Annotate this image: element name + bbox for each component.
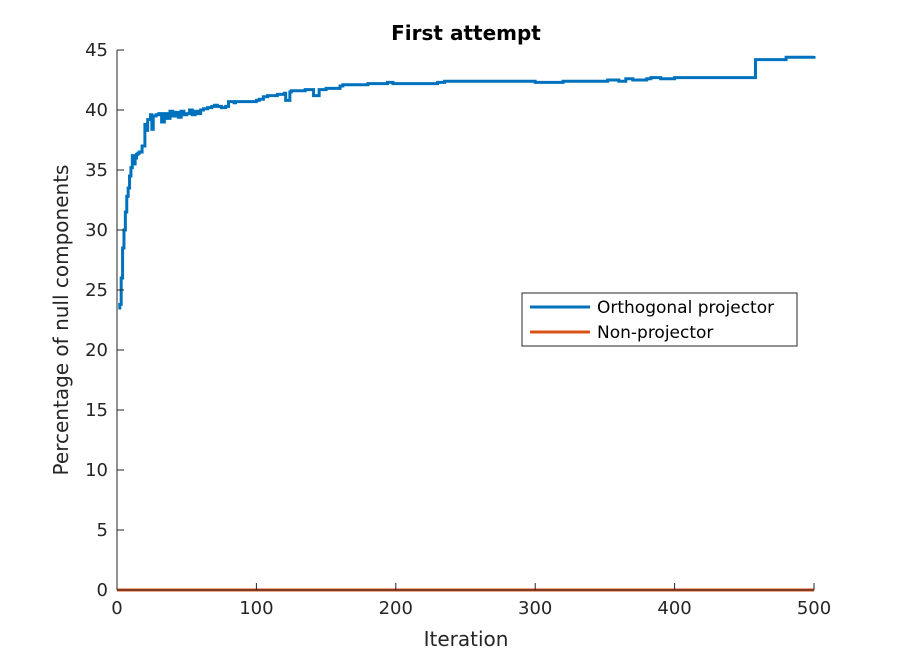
x-tick-label: 0 <box>111 598 122 619</box>
y-tick-label: 15 <box>85 400 108 421</box>
x-tick-label: 100 <box>239 598 273 619</box>
y-tick-label: 45 <box>85 40 108 61</box>
legend-label-non-projector: Non-projector <box>597 323 713 343</box>
series-line-orthogonal-projector <box>118 55 816 310</box>
y-tick-label: 30 <box>85 220 108 241</box>
x-tick-label: 400 <box>657 598 691 619</box>
x-axis-label: Iteration <box>424 627 509 651</box>
legend: Orthogonal projector Non-projector <box>521 292 798 347</box>
y-tick-label: 25 <box>85 280 108 301</box>
x-tick-label: 500 <box>797 598 831 619</box>
chart-title: First attempt <box>391 21 541 45</box>
y-tick-label: 40 <box>85 100 108 121</box>
y-ticks: 0 5 10 15 20 25 30 35 40 45 <box>85 40 124 601</box>
y-tick-label: 0 <box>97 580 108 601</box>
x-ticks: 0 100 200 300 400 500 <box>111 583 831 619</box>
y-tick-label: 35 <box>85 160 108 181</box>
y-tick-label: 20 <box>85 340 108 361</box>
x-tick-label: 300 <box>518 598 552 619</box>
y-axis-label: Percentage of null components <box>49 165 73 476</box>
legend-box <box>521 292 798 347</box>
y-tick-label: 5 <box>97 520 108 541</box>
x-tick-label: 200 <box>379 598 413 619</box>
legend-label-orthogonal-projector: Orthogonal projector <box>597 298 774 318</box>
axes-layer: 0 100 200 300 400 500 0 5 10 15 20 25 30 35 40 45 <box>85 40 831 619</box>
y-tick-label: 10 <box>85 460 108 481</box>
